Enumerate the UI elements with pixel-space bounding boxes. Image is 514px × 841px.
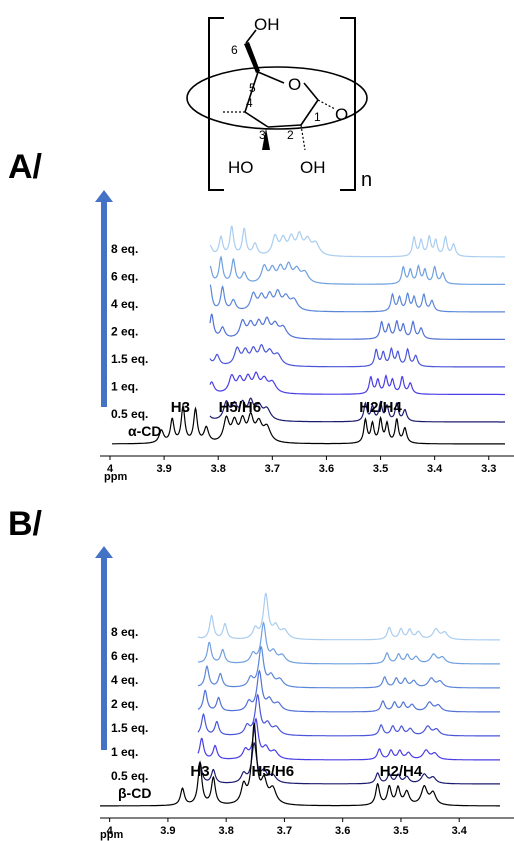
x-tick-label-3: 3.7 xyxy=(265,463,280,475)
spectrum-trace-7 xyxy=(209,225,505,258)
x-tick-label-7: 3.3 xyxy=(481,463,496,475)
x-tick-label-6: 3.4 xyxy=(452,825,468,837)
hydroxyl-2-label: OH xyxy=(300,158,326,177)
series-label-6: 6 eq. xyxy=(111,270,138,284)
panel-a: A/ 8 eq. 6 eq. 4 eq. 2 eq. 1.5 eq. 1 eq. 0.5 e… xyxy=(8,148,514,483)
panel-a-series-labels: 8 eq. 6 eq. 4 eq. 2 eq. 1.5 eq. 1 eq. 0.5 eq. α… xyxy=(111,242,162,439)
x-tick-label-0: 4 xyxy=(107,463,114,475)
spectrum-trace-4 xyxy=(197,669,500,713)
spectrum-trace-5 xyxy=(197,645,500,689)
series-label-3: 1.5 eq. xyxy=(111,352,148,366)
series-label-1: 0.5 eq. xyxy=(111,407,148,421)
atom-number-3: 3 xyxy=(259,128,266,142)
x-tick-label-4: 3.6 xyxy=(335,825,350,837)
hydroxyl-3-label: HO xyxy=(228,158,254,177)
torus-ellipse xyxy=(186,66,368,130)
x-tick-label-1: 3.9 xyxy=(160,825,175,837)
spectrum-trace-4 xyxy=(209,313,505,340)
panel-a-arrow-shaft xyxy=(101,200,107,407)
panel-b-arrow-shaft xyxy=(101,557,107,750)
right-bracket xyxy=(340,17,356,191)
peak-label-1: H5/H6 xyxy=(219,399,262,416)
peak-label-0: H3 xyxy=(190,763,209,780)
series-label-6: 6 eq. xyxy=(111,649,138,663)
hydroxyl-label: OH xyxy=(254,15,280,34)
series-label-4: 2 eq. xyxy=(111,697,138,711)
series-label-1: 0.5 eq. xyxy=(111,769,148,783)
spectrum-trace-0 xyxy=(112,403,505,445)
repeat-n-label: n xyxy=(361,169,372,191)
atom-number-1: 1 xyxy=(314,110,321,124)
atom-number-6: 6 xyxy=(231,43,238,57)
left-bracket xyxy=(208,17,224,191)
panel-b-spectra xyxy=(100,592,500,807)
glycosidic-oxygen-label: O xyxy=(335,105,348,124)
series-label-0: α-CD xyxy=(128,423,162,439)
peak-label-2: H2/H4 xyxy=(359,399,402,416)
panel-b-label: B/ xyxy=(8,505,43,543)
structure-labels: 6 OH 5 O 1 O 4 3 2 HO OH n xyxy=(228,15,372,191)
peak-label-0: H3 xyxy=(171,399,190,416)
series-label-3: 1.5 eq. xyxy=(111,721,148,735)
series-label-5: 4 eq. xyxy=(111,297,138,311)
spectrum-trace-7 xyxy=(197,592,500,641)
panel-b: B/ 8 eq. 6 eq. 4 eq. 2 eq. 1.5 eq. 1 eq. 0.5 e… xyxy=(8,505,514,841)
spectrum-trace-6 xyxy=(197,621,500,665)
peak-label-1: H5/H6 xyxy=(252,763,295,780)
spectrum-trace-3 xyxy=(209,343,506,368)
panel-a-label: A/ xyxy=(8,148,43,186)
panel-a-arrow-head xyxy=(95,190,113,202)
series-label-2: 1 eq. xyxy=(111,745,138,759)
series-label-4: 2 eq. xyxy=(111,325,138,339)
atom-number-4: 4 xyxy=(246,96,253,110)
spectrum-trace-0 xyxy=(100,721,500,807)
x-tick-label-4: 3.6 xyxy=(319,463,334,475)
spectrum-trace-3 xyxy=(197,693,500,737)
atom-number-2: 2 xyxy=(287,128,294,142)
panel-b-x-axis-label: ppm xyxy=(100,829,123,841)
atom-number-5: 5 xyxy=(249,81,256,95)
x-tick-label-6: 3.4 xyxy=(427,463,443,475)
peak-label-2: H2/H4 xyxy=(380,763,423,780)
x-tick-label-5: 3.5 xyxy=(393,825,408,837)
series-label-0: β-CD xyxy=(118,785,151,801)
ring-oxygen-label: O xyxy=(288,75,301,94)
spectrum-trace-1 xyxy=(197,741,500,785)
spectrum-trace-2 xyxy=(197,717,500,761)
series-label-7: 8 eq. xyxy=(111,242,138,256)
x-tick-label-5: 3.5 xyxy=(373,463,388,475)
x-tick-label-2: 3.8 xyxy=(211,463,226,475)
spectrum-trace-1 xyxy=(209,397,505,423)
panel-a-x-axis-label: ppm xyxy=(104,471,127,483)
panel-a-spectra xyxy=(112,225,506,445)
panel-a-x-ticks: 4 3.9 3.8 3.7 3.6 3.5 3.4 3.3 xyxy=(107,456,496,475)
spectrum-trace-2 xyxy=(209,371,505,396)
spectrum-trace-5 xyxy=(209,284,505,313)
panel-a-peak-labels: H3 H5/H6 H2/H4 xyxy=(171,399,403,416)
cyclodextrin-structure xyxy=(186,17,368,191)
spectrum-trace-6 xyxy=(209,255,505,285)
panel-b-arrow-head xyxy=(95,546,113,558)
x-tick-label-0: 4 xyxy=(107,825,114,837)
x-tick-label-2: 3.8 xyxy=(219,825,234,837)
panel-b-peak-labels: H3 H5/H6 H2/H4 xyxy=(190,763,423,780)
series-label-2: 1 eq. xyxy=(111,380,138,394)
x-tick-label-3: 3.7 xyxy=(277,825,292,837)
series-label-7: 8 eq. xyxy=(111,625,138,639)
x-tick-label-1: 3.9 xyxy=(156,463,171,475)
panel-b-series-labels: 8 eq. 6 eq. 4 eq. 2 eq. 1.5 eq. 1 eq. 0.5 eq. β… xyxy=(111,625,151,801)
panel-b-x-ticks: 4 3.9 3.8 3.7 3.6 3.5 3.4 xyxy=(107,818,468,837)
series-label-5: 4 eq. xyxy=(111,673,138,687)
